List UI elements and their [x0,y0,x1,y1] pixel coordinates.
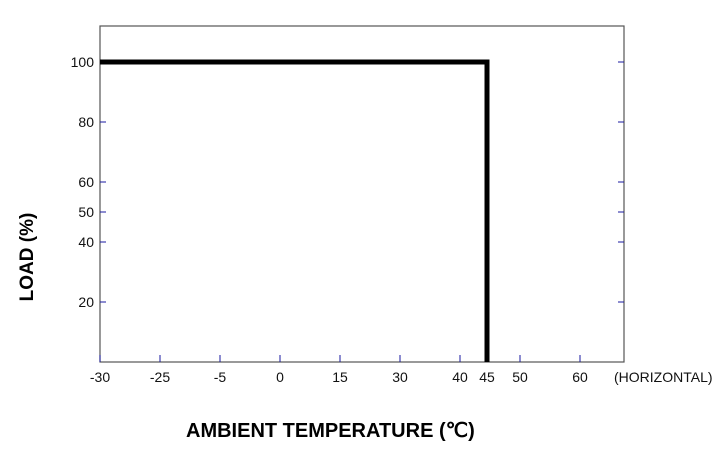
x-tick-label: 45 [479,369,495,385]
plot-frame [99,25,625,363]
x-tick-label: -5 [214,369,227,385]
derating-curve [100,59,490,362]
x-axis-note: (HORIZONTAL) [614,369,713,385]
y-tick-label: 40 [78,234,94,250]
y-axis-label: LOAD (%) [17,212,38,302]
x-tick-label: 30 [392,369,408,385]
x-axis-label: AMBIENT TEMPERATURE (℃) [186,420,475,442]
x-tick-label: 50 [512,369,528,385]
y-tick-label: 100 [71,54,95,70]
x-tick-label: -30 [90,369,110,385]
x-tick-label: 60 [572,369,588,385]
x-tick-label: -25 [150,369,170,385]
y-tick-label: 50 [78,204,94,220]
y-tick-label: 60 [78,174,94,190]
y-tick-label: 80 [78,114,94,130]
x-tick-label: 0 [276,369,284,385]
x-tick-label: 15 [332,369,348,385]
x-tick-label: 40 [452,369,468,385]
y-tick-label: 20 [78,294,94,310]
